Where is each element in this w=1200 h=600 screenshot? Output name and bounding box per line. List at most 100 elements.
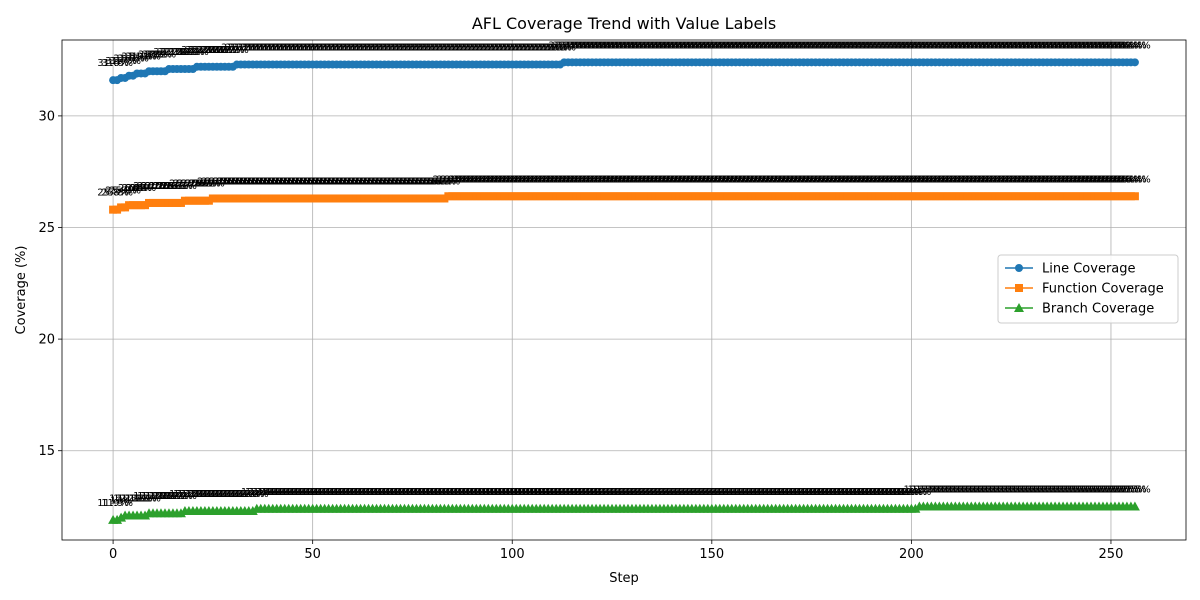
data-label: 32.3% bbox=[381, 43, 413, 54]
data-label: 26.3% bbox=[309, 176, 341, 187]
data-label: 32.4% bbox=[967, 40, 999, 51]
data-label: 26.4% bbox=[820, 174, 852, 185]
data-label: 32.4% bbox=[872, 40, 904, 51]
data-label: 12.4% bbox=[516, 487, 548, 498]
data-label: 12.5% bbox=[1059, 485, 1091, 496]
data-label: 32.4% bbox=[935, 40, 967, 51]
data-label: 32.4% bbox=[1027, 40, 1059, 51]
data-label: 32.3% bbox=[285, 43, 317, 54]
data-label: 32.2% bbox=[189, 45, 221, 56]
data-label: 12.4% bbox=[852, 487, 884, 498]
data-label: 26.4% bbox=[692, 174, 724, 185]
data-label: 26.1% bbox=[141, 181, 173, 192]
data-label: 32.3% bbox=[480, 43, 512, 54]
data-label: 26.4% bbox=[1099, 174, 1131, 185]
data-label: 32.4% bbox=[664, 40, 696, 51]
data-label: 32.4% bbox=[911, 40, 943, 51]
data-label: 32.4% bbox=[999, 40, 1031, 51]
data-label: 32.4% bbox=[1055, 40, 1087, 51]
data-label: 26.4% bbox=[728, 174, 760, 185]
data-label: 26.4% bbox=[448, 174, 480, 185]
data-label: 26.4% bbox=[1119, 174, 1151, 185]
data-label: 12.5% bbox=[1027, 485, 1059, 496]
data-label: 32.4% bbox=[1103, 40, 1135, 51]
data-label: 12.4% bbox=[405, 487, 437, 498]
data-label: 12% bbox=[110, 496, 132, 507]
data-label: 32.2% bbox=[209, 45, 241, 56]
data-label: 12.4% bbox=[492, 487, 524, 498]
data-label: 32.1% bbox=[161, 47, 193, 58]
data-label: 32.3% bbox=[440, 43, 472, 54]
data-label: 26.1% bbox=[137, 181, 169, 192]
data-label: 26.3% bbox=[313, 176, 345, 187]
data-label: 26% bbox=[126, 183, 148, 194]
data-label: 12.4% bbox=[772, 487, 804, 498]
data-label: 12.3% bbox=[225, 489, 257, 500]
data-label: 26.4% bbox=[640, 174, 672, 185]
data-label: 32.3% bbox=[357, 43, 389, 54]
data-label: 26.4% bbox=[1111, 174, 1143, 185]
data-label: 12.4% bbox=[636, 487, 668, 498]
data-label: 12.4% bbox=[768, 487, 800, 498]
data-label: 12.4% bbox=[444, 487, 476, 498]
data-label: 12.4% bbox=[265, 487, 297, 498]
data-label: 12.4% bbox=[680, 487, 712, 498]
data-label: 26.2% bbox=[193, 179, 225, 190]
data-label: 32.4% bbox=[628, 40, 660, 51]
data-label: 12.4% bbox=[792, 487, 824, 498]
data-label: 25.9% bbox=[109, 185, 141, 196]
data-label: 31.7% bbox=[109, 56, 141, 67]
data-label: 32.4% bbox=[1015, 40, 1047, 51]
data-label: 26.4% bbox=[860, 174, 892, 185]
data-label: 32.4% bbox=[804, 40, 836, 51]
series-line-coverage bbox=[109, 58, 1139, 85]
y-tick-label: 20 bbox=[38, 333, 55, 348]
data-label: 12.3% bbox=[181, 489, 213, 500]
data-label: 32.4% bbox=[844, 40, 876, 51]
data-label: 32.4% bbox=[688, 40, 720, 51]
data-label: 32.4% bbox=[1039, 40, 1071, 51]
data-label: 12.5% bbox=[1083, 485, 1115, 496]
data-label: 26.4% bbox=[772, 174, 804, 185]
data-label: 32.3% bbox=[269, 43, 301, 54]
data-label: 12.4% bbox=[456, 487, 488, 498]
data-label: 26.3% bbox=[301, 176, 333, 187]
data-label: 26.3% bbox=[317, 176, 349, 187]
data-label: 32.4% bbox=[860, 40, 892, 51]
data-label: 12.4% bbox=[656, 487, 688, 498]
data-label: 12.4% bbox=[285, 487, 317, 498]
data-label: 32.3% bbox=[245, 43, 277, 54]
data-label: 32.4% bbox=[784, 40, 816, 51]
x-tick-label: 100 bbox=[500, 547, 525, 562]
data-label: 12.4% bbox=[728, 487, 760, 498]
data-label: 32.4% bbox=[927, 40, 959, 51]
data-label: 26.4% bbox=[1091, 174, 1123, 185]
data-label: 12.3% bbox=[221, 489, 253, 500]
data-label: 12.4% bbox=[652, 487, 684, 498]
data-label: 26.4% bbox=[536, 174, 568, 185]
data-label: 26% bbox=[130, 183, 152, 194]
data-label: 12.2% bbox=[157, 491, 189, 502]
data-label: 26.4% bbox=[903, 174, 935, 185]
data-label: 32.2% bbox=[205, 45, 237, 56]
data-label: 12.4% bbox=[788, 487, 820, 498]
data-label: 26.3% bbox=[281, 176, 313, 187]
data-label: 32.4% bbox=[856, 40, 888, 51]
data-label: 12.4% bbox=[608, 487, 640, 498]
data-label: 26.2% bbox=[185, 179, 217, 190]
data-label: 26.4% bbox=[832, 174, 864, 185]
data-label: 32.3% bbox=[257, 43, 289, 54]
data-label: 32.4% bbox=[796, 40, 828, 51]
data-label: 32.4% bbox=[680, 40, 712, 51]
data-label: 12.4% bbox=[692, 487, 724, 498]
data-label: 12.4% bbox=[628, 487, 660, 498]
data-point bbox=[1130, 58, 1139, 67]
data-label: 26.4% bbox=[568, 174, 600, 185]
data-label: 32.4% bbox=[692, 40, 724, 51]
data-label: 32.4% bbox=[1019, 40, 1051, 51]
data-label: 26.4% bbox=[884, 174, 916, 185]
data-label: 32.4% bbox=[744, 40, 776, 51]
data-label: 32.2% bbox=[201, 45, 233, 56]
data-label: 12.3% bbox=[189, 489, 221, 500]
data-label: 12.4% bbox=[584, 487, 616, 498]
